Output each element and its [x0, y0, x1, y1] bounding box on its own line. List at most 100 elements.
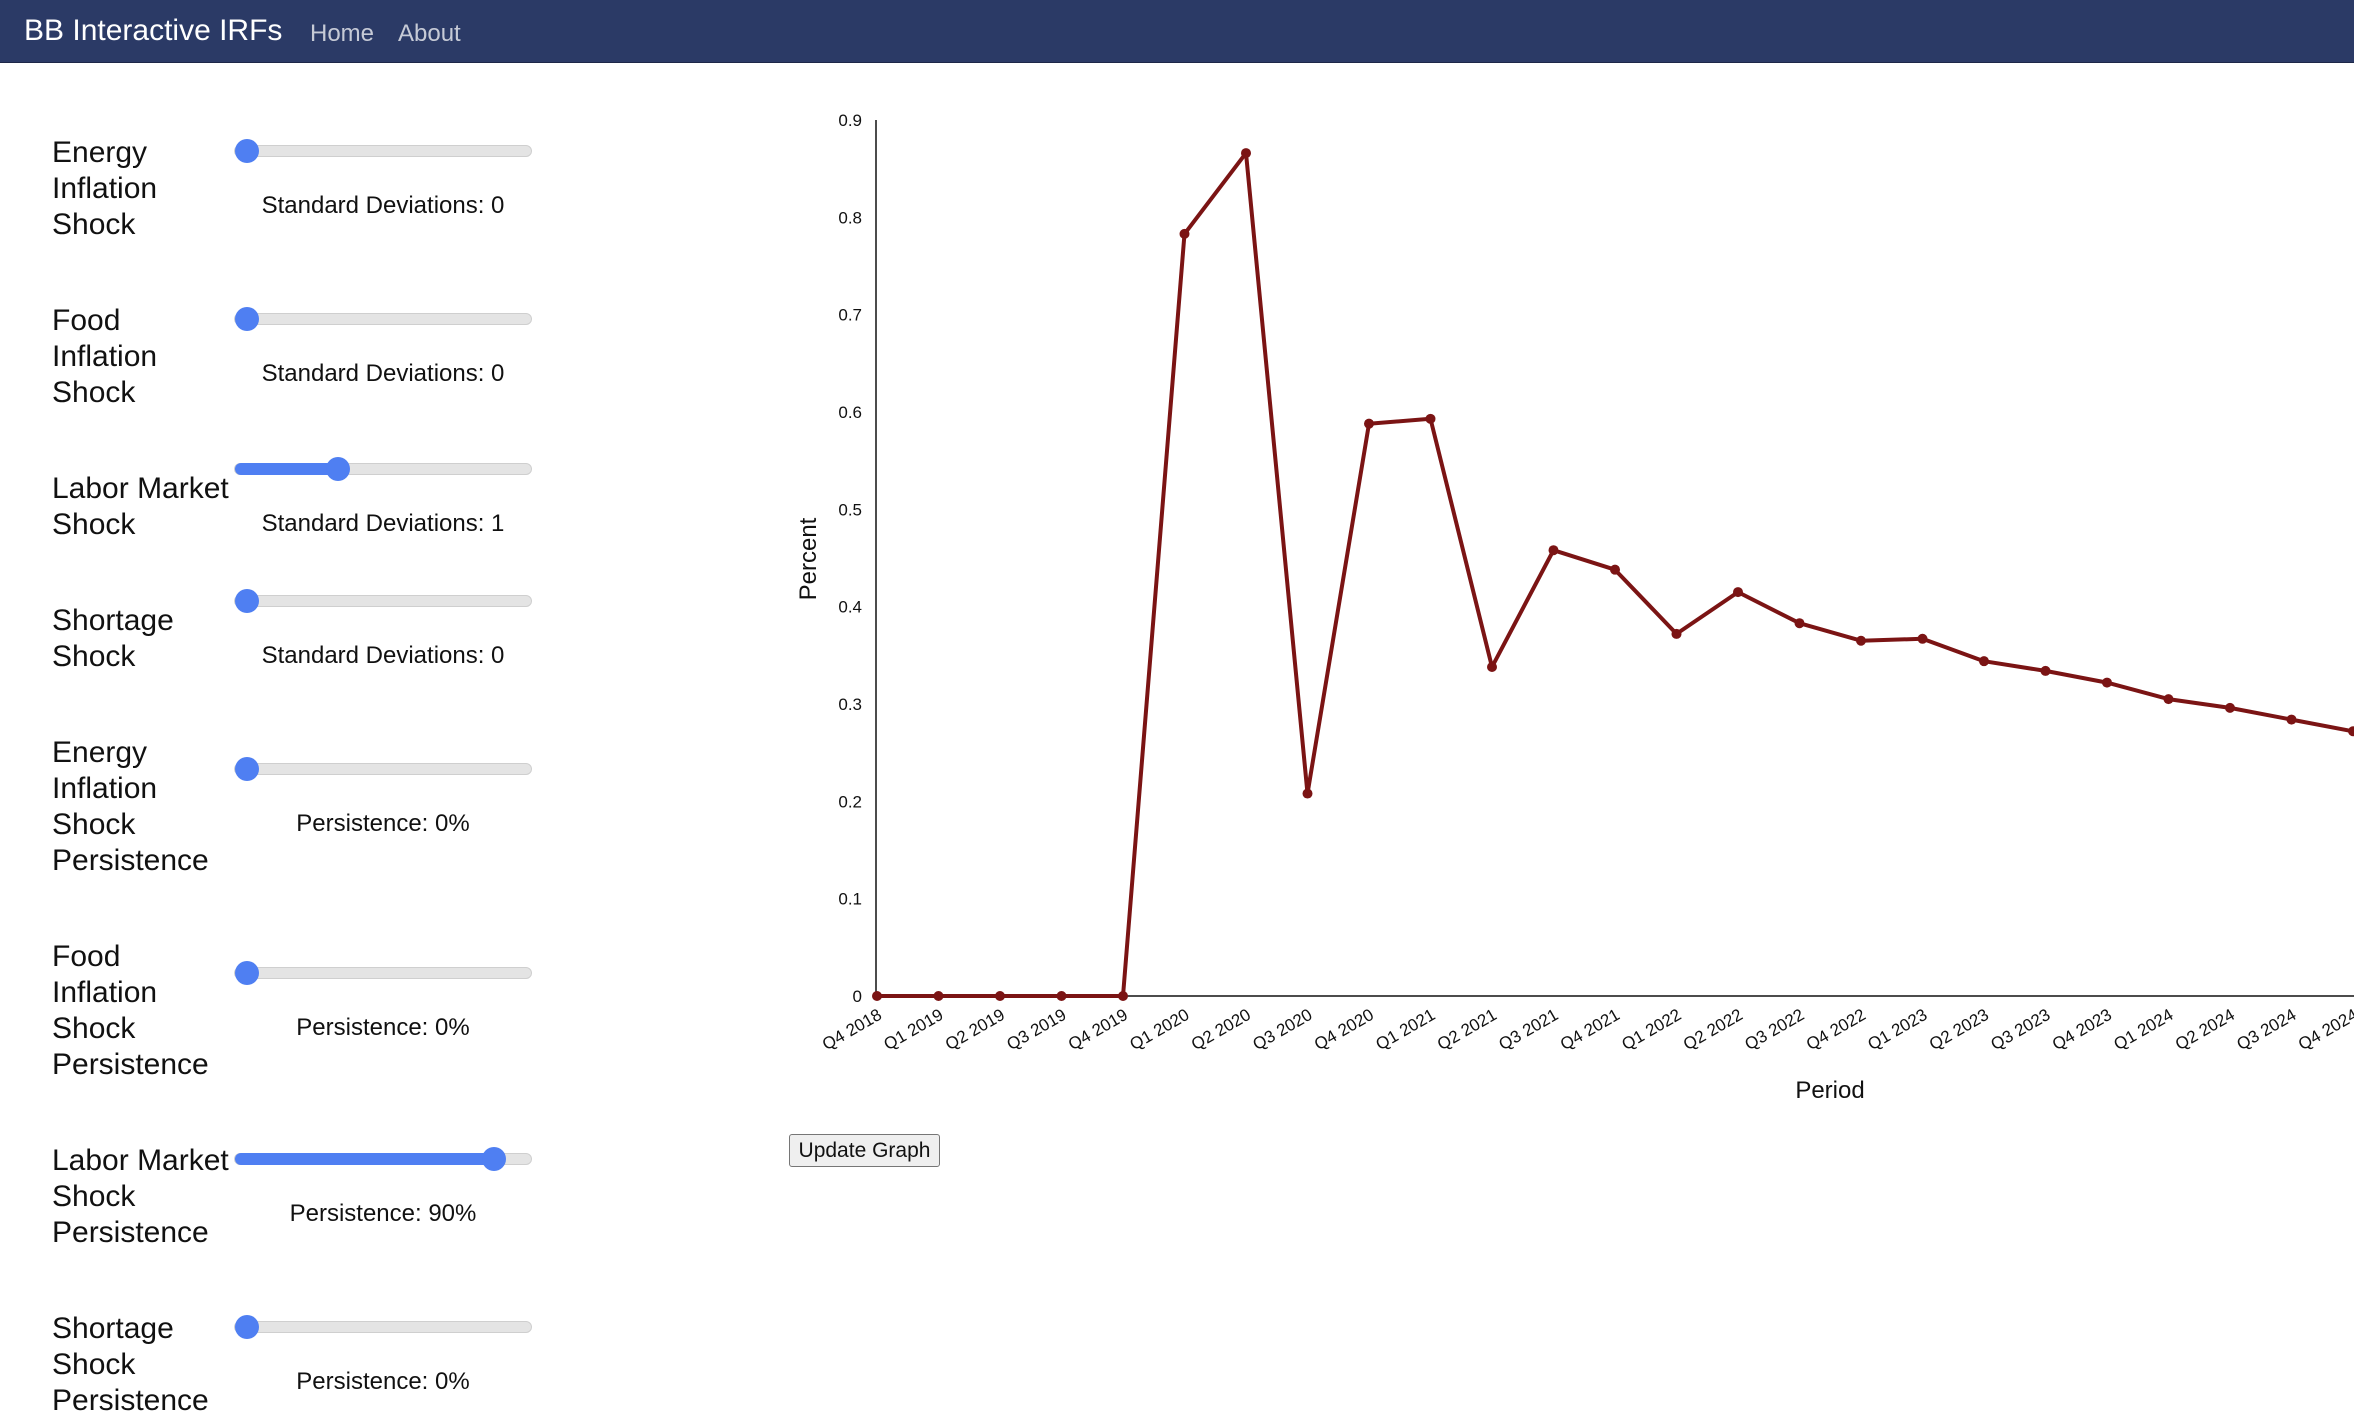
data-point[interactable]	[1610, 564, 1620, 575]
control-label: Energy Inflation Shock Persistence	[52, 735, 209, 879]
x-tick-label: Q1 2020	[1127, 1005, 1193, 1054]
data-point[interactable]	[1241, 148, 1251, 159]
control-label: Shortage Shock	[52, 603, 174, 675]
control-label-line: Food	[52, 940, 121, 973]
x-tick-label: Q3 2021	[1496, 1005, 1562, 1054]
data-point[interactable]	[2163, 694, 2174, 705]
data-point[interactable]	[2348, 726, 2354, 737]
data-point[interactable]	[1671, 628, 1682, 639]
slider-readout: Standard Deviations: 0	[261, 360, 505, 387]
x-tick-label: Q4 2021	[1557, 1005, 1623, 1054]
slider-thumb[interactable]	[235, 139, 259, 163]
data-point[interactable]	[933, 991, 944, 1001]
control-label: Food Inflation Shock	[52, 303, 157, 411]
nav-about-link[interactable]: About	[398, 20, 461, 47]
brand-title[interactable]: BB Interactive IRFs	[24, 14, 283, 47]
x-tick-label: Q4 2024	[2295, 1005, 2354, 1054]
shock-slider[interactable]	[234, 961, 532, 985]
x-tick-label: Q1 2021	[1373, 1005, 1439, 1054]
data-point[interactable]	[1487, 662, 1497, 673]
shock-slider[interactable]	[234, 139, 532, 163]
data-point[interactable]	[1118, 991, 1128, 1001]
y-tick-label: 0.9	[838, 111, 862, 130]
slider-thumb[interactable]	[235, 307, 259, 331]
slider-readout: Persistence: 0%	[296, 1014, 470, 1041]
data-point[interactable]	[1302, 788, 1313, 799]
x-tick-label: Q1 2022	[1619, 1005, 1685, 1054]
shock-slider[interactable]	[234, 307, 532, 331]
control-label-line: Shock	[52, 208, 136, 241]
control-label-line: Food	[52, 304, 121, 337]
data-point[interactable]	[2225, 702, 2235, 713]
x-tick-label: Q2 2019	[942, 1005, 1008, 1054]
control-label-line: Shock	[52, 1012, 136, 1045]
x-tick-label: Q1 2024	[2111, 1005, 2177, 1054]
data-point[interactable]	[1856, 635, 1866, 646]
slider-thumb[interactable]	[235, 1315, 259, 1339]
control-label: Energy Inflation Shock	[52, 135, 157, 243]
control-label: Labor Market Shock	[52, 471, 229, 543]
control-label-line: Labor Market	[52, 1144, 229, 1177]
control-label-line: Inflation	[52, 340, 158, 373]
data-point[interactable]	[1979, 656, 1989, 667]
data-point[interactable]	[1917, 633, 1928, 644]
slider-thumb[interactable]	[235, 757, 259, 781]
control-label-line: Shock	[52, 808, 136, 841]
data-point[interactable]	[1794, 618, 1805, 629]
data-point[interactable]	[1179, 228, 1190, 239]
x-tick-label: Q4 2019	[1065, 1005, 1131, 1054]
control-label-line: Persistence	[52, 1048, 209, 1081]
data-point[interactable]	[1425, 413, 1436, 424]
data-point[interactable]	[1056, 991, 1067, 1001]
slider-fill	[235, 1153, 494, 1165]
shock-slider[interactable]	[234, 589, 532, 613]
control-label-line: Inflation	[52, 976, 158, 1009]
slider-thumb[interactable]	[481, 1147, 506, 1171]
data-point[interactable]	[1733, 587, 1743, 598]
control-label-line: Inflation	[52, 772, 158, 805]
data-point[interactable]	[2102, 677, 2112, 688]
control-label-line: Persistence	[52, 1216, 209, 1249]
x-tick-label: Q4 2018	[819, 1005, 885, 1054]
data-point[interactable]	[995, 991, 1005, 1001]
control-label-line: Persistence	[52, 1384, 209, 1417]
x-tick-label: Q3 2023	[1988, 1005, 2054, 1054]
nav-home-link[interactable]: Home	[310, 20, 375, 47]
update-graph-button[interactable]: Update Graph	[789, 1134, 940, 1167]
data-point[interactable]	[2286, 714, 2297, 725]
control-label-line: Shock	[52, 640, 136, 673]
x-tick-label: Q4 2023	[2049, 1005, 2115, 1054]
x-tick-label: Q4 2020	[1311, 1005, 1377, 1054]
control-label: Shortage Shock Persistence	[52, 1311, 209, 1419]
data-point[interactable]	[872, 991, 882, 1001]
slider-readout: Persistence: 0%	[296, 1368, 470, 1395]
y-tick-label: 0.7	[838, 306, 862, 325]
x-axis-title: Period	[1795, 1077, 1864, 1104]
y-tick-label: 0.6	[838, 403, 862, 422]
shock-slider[interactable]	[234, 1315, 532, 1339]
control-label-line: Shock	[52, 508, 136, 541]
slider-thumb[interactable]	[326, 457, 351, 481]
shock-slider[interactable]	[234, 1147, 532, 1171]
x-tick-label: Q2 2022	[1680, 1005, 1746, 1054]
control-label-line: Shock	[52, 376, 136, 409]
x-tick-label: Q4 2022	[1803, 1005, 1869, 1054]
y-axis-ticks: 0 0.1 0.2 0.3 0.4 0.5 0.6 0.7 0.8 0.9	[838, 111, 862, 1006]
x-tick-label: Q2 2020	[1188, 1005, 1254, 1054]
slider-thumb[interactable]	[235, 961, 259, 985]
data-point[interactable]	[1548, 545, 1559, 556]
shock-slider[interactable]	[234, 457, 532, 481]
y-axis-title: Percent	[795, 517, 822, 600]
x-tick-label: Q3 2022	[1742, 1005, 1808, 1054]
slider-thumb[interactable]	[235, 589, 259, 613]
data-point[interactable]	[2040, 665, 2051, 676]
x-tick-label: Q2 2023	[1926, 1005, 1992, 1054]
series-points	[872, 148, 2354, 1001]
control-label-line: Inflation	[52, 172, 158, 205]
y-tick-label: 0.8	[838, 208, 862, 227]
y-tick-label: 0.1	[838, 890, 862, 909]
shock-slider[interactable]	[234, 757, 532, 781]
data-point[interactable]	[1364, 418, 1374, 429]
control-label-line: Energy	[52, 736, 148, 769]
